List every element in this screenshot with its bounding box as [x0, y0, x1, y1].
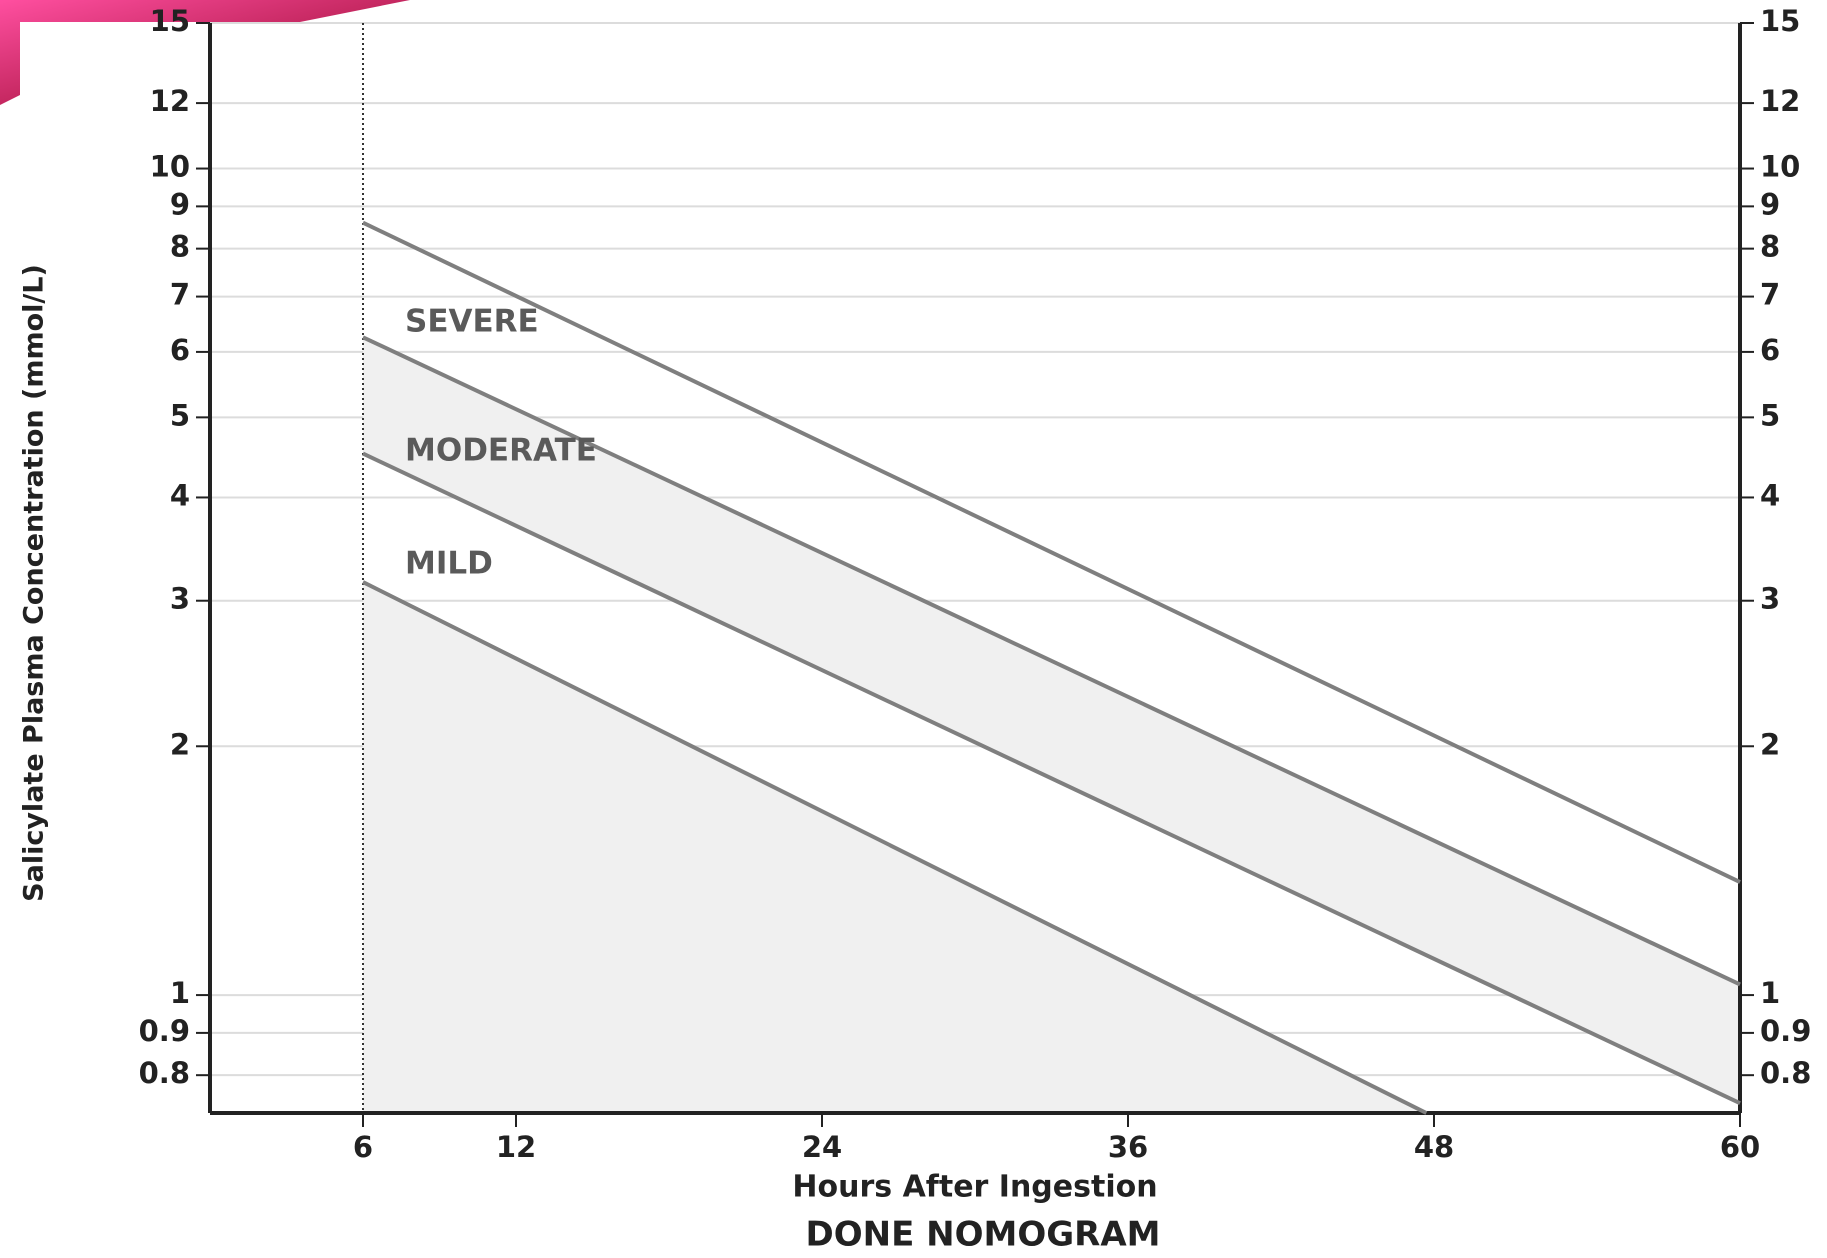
y-tick-label-right: 1 — [1760, 976, 1780, 1010]
x-tick-label: 36 — [1108, 1130, 1148, 1164]
annotation: MODERATE — [405, 433, 597, 469]
y-tick-label: 0.9 — [139, 1014, 190, 1048]
chart-title: DONE NOMOGRAM — [806, 1215, 1161, 1255]
x-tick-label: 60 — [1720, 1130, 1760, 1164]
x-tick-label: 24 — [802, 1130, 842, 1164]
y-tick-label: 2 — [170, 727, 190, 761]
y-tick-label-right: 10 — [1760, 150, 1800, 184]
y-tick-label-right: 15 — [1760, 4, 1800, 38]
x-axis-label: Hours After Ingestion — [792, 1170, 1157, 1205]
y-tick-label: 7 — [170, 278, 190, 312]
y-tick-label: 9 — [170, 187, 190, 221]
y-tick-label-right: 4 — [1760, 478, 1780, 512]
decoration — [0, 0, 410, 105]
x-tick-label: 6 — [353, 1130, 373, 1164]
y-tick-label-right: 6 — [1760, 333, 1780, 367]
y-tick-label-right: 7 — [1760, 278, 1780, 312]
page: Hours After Ingestion DONE NOMOGRAM Sali… — [0, 0, 1827, 1258]
y-tick-label-right: 2 — [1760, 727, 1780, 761]
y-tick-label: 6 — [170, 333, 190, 367]
y-tick-label-right: 12 — [1760, 84, 1800, 118]
y-tick-label: 4 — [170, 478, 190, 512]
x-tick-label: 12 — [496, 1130, 536, 1164]
y-tick-label: 0.8 — [139, 1056, 190, 1090]
y-tick-label: 15 — [150, 4, 190, 38]
y-tick-label-right: 8 — [1760, 230, 1780, 264]
y-tick-label-right: 5 — [1760, 398, 1780, 432]
y-tick-label: 3 — [170, 582, 190, 616]
y-tick-label-right: 0.8 — [1760, 1056, 1811, 1090]
y-tick-label: 10 — [150, 150, 190, 184]
y-tick-label: 8 — [170, 230, 190, 264]
x-tick-label: 48 — [1414, 1130, 1454, 1164]
y-tick-label: 1 — [170, 976, 190, 1010]
chart: Hours After Ingestion DONE NOMOGRAM Sali… — [0, 0, 1827, 1258]
y-tick-label-right: 0.9 — [1760, 1014, 1811, 1048]
y-tick-label: 5 — [170, 398, 190, 432]
y-tick-label-right: 9 — [1760, 187, 1780, 221]
y-axis-label: Salicylate Plasma Concentration (mmol/L) — [19, 264, 50, 902]
y-tick-label-right: 3 — [1760, 582, 1780, 616]
annotation: SEVERE — [405, 304, 539, 340]
annotation: MILD — [405, 546, 493, 582]
y-tick-label: 12 — [150, 84, 190, 118]
